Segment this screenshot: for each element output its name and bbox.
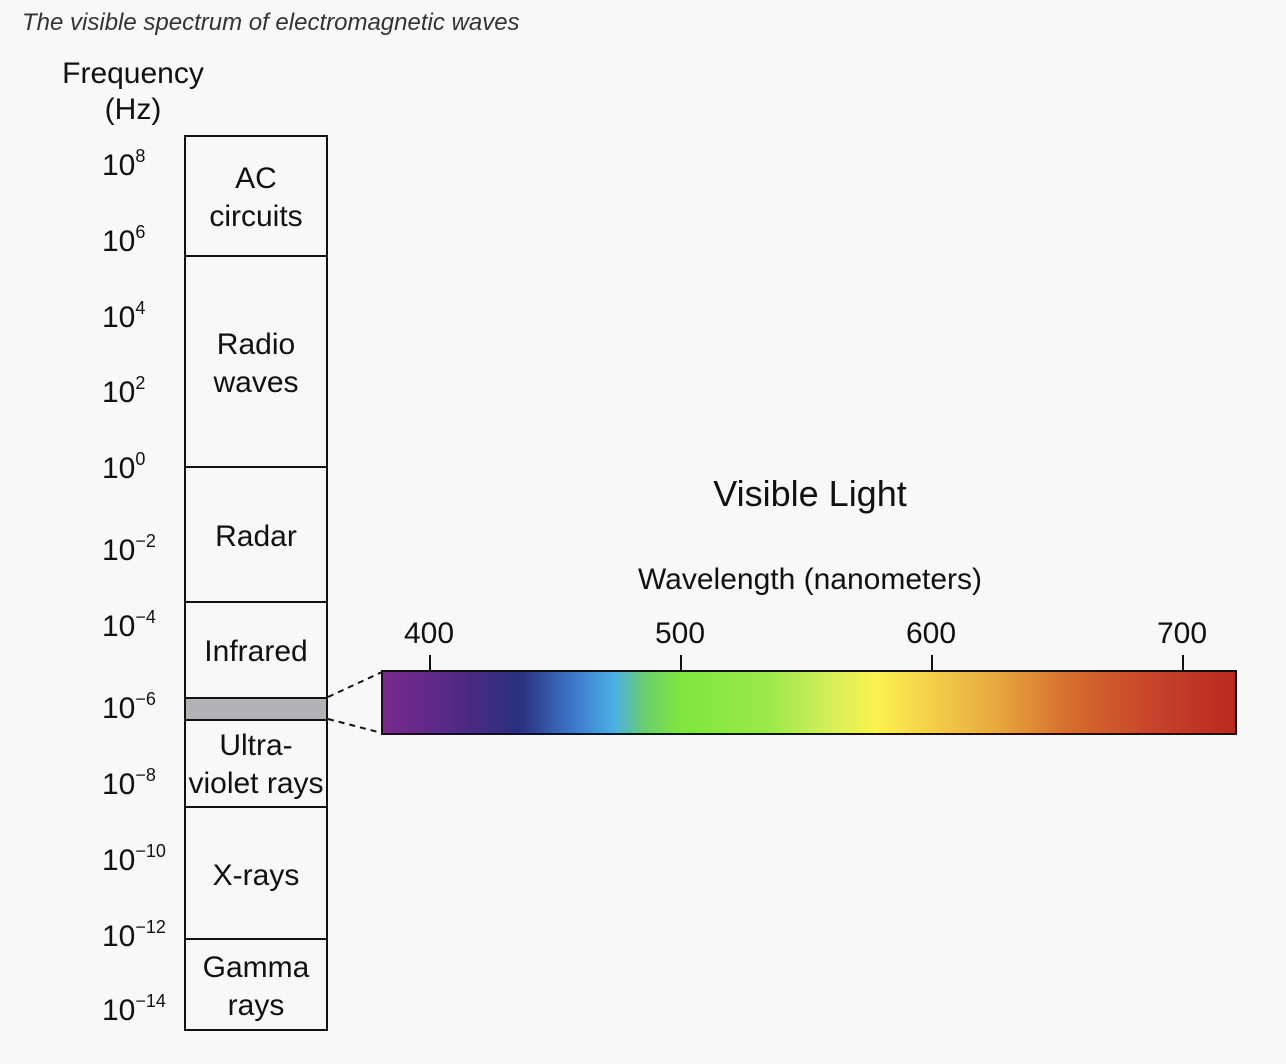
band-ultraviolet: Ultra-violet rays (188, 729, 324, 800)
wavelength-tick-mark (680, 655, 682, 672)
band-divider (186, 466, 326, 468)
wavelength-tick-mark (931, 655, 933, 672)
band-divider (186, 601, 326, 603)
frequency-tick: 10−4 (102, 607, 156, 643)
frequency-tick: 10−10 (102, 841, 166, 877)
band-ac-circuits: AC circuits (209, 162, 303, 233)
visible-light-title: Visible Light (713, 473, 907, 514)
wavelength-axis-title: Wavelength (nanometers) (637, 563, 983, 596)
wavelength-tick-label: 500 (654, 617, 706, 650)
wavelength-tick-label: 400 (403, 617, 455, 650)
frequency-tick: 100 (102, 449, 146, 485)
wavelength-tick-label: 700 (1156, 617, 1208, 650)
band-divider (186, 938, 326, 940)
wavelength-tick-label: 600 (905, 617, 957, 650)
frequency-axis-title: Frequency (Hz) (48, 56, 218, 128)
frequency-tick: 108 (102, 146, 146, 182)
connector-top-line (327, 671, 383, 698)
frequency-tick: 10−8 (102, 765, 156, 801)
band-x-rays: X-rays (212, 859, 300, 892)
frequency-tick: 10−14 (102, 991, 166, 1027)
spectrum-column: AC circuits Radio waves Radar Infrared Ult… (184, 135, 328, 1031)
band-radio-waves: Radio waves (213, 328, 299, 399)
band-divider (186, 255, 326, 257)
visible-light-band (186, 697, 326, 721)
band-divider (186, 806, 326, 808)
frequency-tick: 106 (102, 222, 146, 258)
frequency-tick: 10−12 (102, 917, 166, 953)
frequency-title-line2: (Hz) (104, 93, 162, 126)
wavelength-tick-mark (429, 655, 431, 672)
frequency-title-line1: Frequency (62, 57, 204, 90)
connector-bottom-line (327, 718, 383, 734)
frequency-tick: 102 (102, 373, 146, 409)
visible-spectrum-bar (381, 670, 1237, 735)
band-infrared: Infrared (204, 635, 308, 668)
caption: The visible spectrum of electromagnetic … (22, 9, 520, 36)
frequency-tick: 10−6 (102, 689, 156, 725)
frequency-tick: 104 (102, 298, 146, 334)
frequency-tick: 10−2 (102, 531, 156, 567)
band-radar: Radar (215, 520, 297, 553)
band-gamma-rays: Gamma rays (202, 950, 310, 1022)
wavelength-tick-mark (1182, 655, 1184, 672)
